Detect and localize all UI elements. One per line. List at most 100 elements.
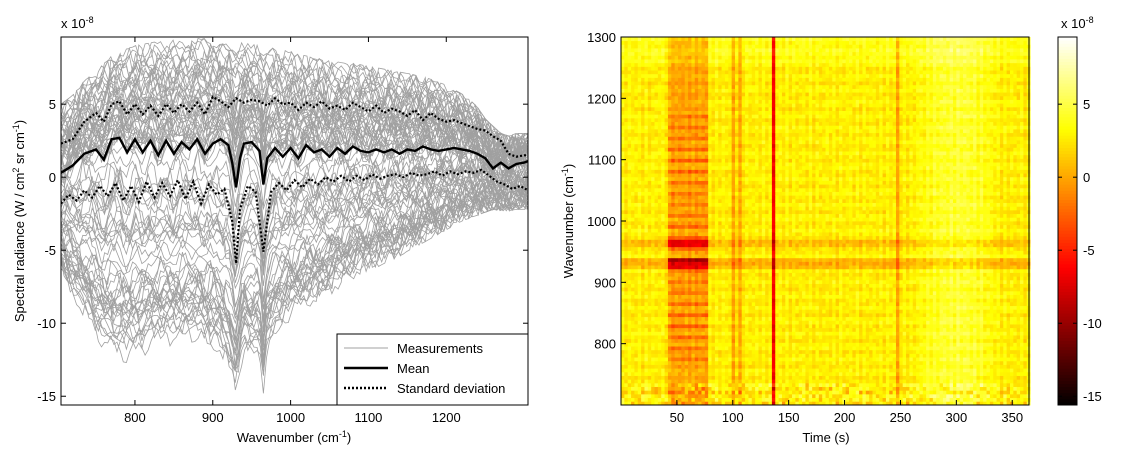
heatmap-cell bbox=[657, 213, 662, 218]
heatmap-cell bbox=[714, 110, 719, 115]
heatmap-cell bbox=[644, 217, 649, 222]
heatmap-cell bbox=[718, 51, 722, 56]
heatmap-cell bbox=[768, 368, 773, 373]
heatmap-cell bbox=[644, 290, 649, 295]
heatmap-cell bbox=[718, 162, 722, 167]
heatmap-cell bbox=[748, 165, 753, 170]
heatmap-cell bbox=[728, 235, 733, 240]
heatmap-cell bbox=[771, 213, 776, 218]
heatmap-cell bbox=[751, 305, 756, 310]
heatmap-cell bbox=[741, 59, 746, 64]
heatmap-cell bbox=[711, 279, 716, 284]
heatmap-cell bbox=[768, 140, 773, 145]
heatmap-cell bbox=[775, 243, 780, 248]
heatmap-cell bbox=[745, 353, 749, 358]
heatmap-cell bbox=[644, 294, 649, 299]
heatmap-cell bbox=[775, 110, 780, 115]
heatmap-cell bbox=[718, 265, 722, 270]
heatmap-cell bbox=[748, 151, 753, 156]
heatmap-cell bbox=[775, 254, 780, 259]
heatmap-cell bbox=[661, 232, 665, 237]
heatmap-cell bbox=[637, 173, 642, 178]
heatmap-cell bbox=[684, 382, 689, 387]
heatmap-cell bbox=[694, 99, 699, 104]
heatmap-cell bbox=[674, 375, 679, 380]
heatmap-cell bbox=[738, 173, 743, 178]
heatmap-cell bbox=[657, 129, 662, 134]
heatmap-cell bbox=[778, 232, 783, 237]
heatmap-cell bbox=[701, 48, 706, 53]
heatmap-cell bbox=[711, 250, 716, 255]
heatmap-cell bbox=[748, 375, 753, 380]
heatmap-cell bbox=[664, 151, 669, 156]
heatmap-cell bbox=[775, 357, 780, 362]
heatmap-cell bbox=[664, 338, 669, 343]
heatmap-cell bbox=[671, 77, 676, 82]
heatmap-cell bbox=[674, 209, 679, 215]
heatmap-cell bbox=[711, 313, 716, 318]
heatmap-cell bbox=[678, 66, 682, 71]
heatmap-cell bbox=[711, 375, 716, 380]
heatmap-cell bbox=[678, 353, 682, 358]
heatmap-cell bbox=[701, 59, 706, 64]
heatmap-cell bbox=[627, 290, 632, 295]
heatmap-cell bbox=[735, 290, 739, 295]
heatmap-cell bbox=[701, 316, 706, 321]
heatmap-cell bbox=[745, 243, 749, 248]
heatmap-cell bbox=[684, 136, 689, 141]
heatmap-cell bbox=[718, 283, 722, 288]
heatmap-cell bbox=[758, 265, 763, 270]
heatmap-cell bbox=[781, 217, 786, 222]
heatmap-cell bbox=[718, 48, 722, 53]
heatmap-cell bbox=[718, 232, 722, 237]
heatmap-cell bbox=[701, 147, 706, 152]
heatmap-cell bbox=[671, 368, 676, 373]
heatmap-cell bbox=[735, 81, 739, 86]
heatmap-cell bbox=[731, 338, 736, 343]
heatmap-cell bbox=[641, 283, 645, 288]
heatmap-cell bbox=[708, 176, 712, 181]
heatmap-cell bbox=[624, 224, 629, 229]
heatmap-cell bbox=[768, 110, 773, 115]
heatmap-cell bbox=[654, 147, 659, 152]
heatmap-cell bbox=[735, 279, 739, 284]
heatmap-cell bbox=[775, 88, 780, 93]
heatmap-cell bbox=[701, 349, 706, 354]
heatmap-cell bbox=[684, 217, 689, 222]
heatmap-cell bbox=[647, 257, 652, 262]
heatmap-cell bbox=[755, 254, 759, 259]
heatmap-cell bbox=[647, 48, 652, 53]
spectra-x-axis-label: Wavenumber (cm-1) bbox=[237, 429, 351, 445]
heatmap-cell bbox=[704, 217, 709, 222]
heatmap-cell bbox=[671, 176, 676, 181]
heatmap-cell bbox=[647, 55, 652, 60]
heatmap-cell bbox=[731, 235, 736, 240]
heatmap-cell bbox=[781, 397, 786, 402]
heatmap-cell bbox=[711, 316, 716, 321]
heatmap-cell bbox=[735, 346, 739, 351]
heatmap-cell bbox=[761, 320, 766, 325]
heatmap-plot-area bbox=[621, 37, 1031, 406]
heatmap-cell bbox=[781, 254, 786, 259]
heatmap-cell bbox=[698, 106, 702, 111]
heatmap-cell bbox=[714, 125, 719, 130]
heatmap-cell bbox=[624, 176, 629, 181]
heatmap-cell bbox=[738, 228, 743, 233]
heatmap-cell bbox=[651, 261, 655, 266]
heatmap-cell bbox=[634, 393, 639, 399]
heatmap-cell bbox=[651, 44, 655, 49]
heatmap-cell bbox=[708, 114, 712, 119]
heatmap-cell bbox=[778, 147, 783, 152]
heatmap-cell bbox=[771, 66, 776, 71]
heatmap-cell bbox=[701, 327, 706, 332]
heatmap-cell bbox=[738, 309, 743, 314]
heatmap-cell bbox=[724, 324, 729, 329]
heatmap-cell bbox=[657, 375, 662, 380]
heatmap-cell bbox=[651, 342, 655, 347]
heatmap-cell bbox=[775, 95, 780, 100]
heatmap-cell bbox=[661, 162, 665, 167]
heatmap-cell bbox=[627, 368, 632, 373]
heatmap-cell bbox=[755, 313, 759, 318]
heatmap-cell bbox=[735, 103, 739, 108]
heatmap-cell bbox=[691, 272, 696, 277]
